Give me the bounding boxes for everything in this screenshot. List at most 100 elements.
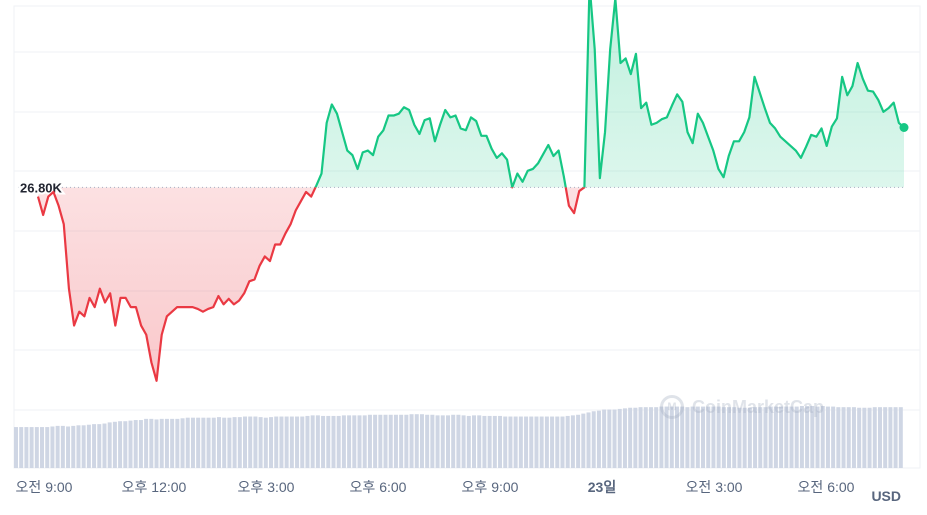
x-tick-label: 오후 6:00 (350, 479, 407, 495)
volume-bar (425, 414, 430, 468)
x-axis: 오전 9:00 오후 12:00 오후 3:00 오후 6:00 오후 9:00 23일 오… (16, 479, 855, 495)
volume-bar (763, 407, 768, 468)
volume-bar (159, 418, 164, 468)
volume-bar (362, 415, 367, 468)
volume-bar (622, 408, 627, 468)
volume-bar (872, 407, 877, 468)
volume-bar (243, 416, 248, 468)
volume-bar (170, 418, 175, 468)
volume-bar (721, 407, 726, 468)
volume-bar (269, 417, 274, 468)
volume-bar (747, 407, 752, 468)
volume-bar (534, 416, 539, 468)
volume-bar (315, 415, 320, 468)
volume-bar (669, 406, 674, 468)
volume-bar (341, 415, 346, 468)
volume-bar (633, 407, 638, 468)
volume-bar (55, 425, 60, 468)
x-tick-label: 23일 (588, 479, 616, 495)
volume-bar (107, 422, 112, 468)
reference-price-label: 26.80K (20, 180, 63, 195)
volume-bar (34, 427, 39, 468)
volume-bar (404, 414, 409, 468)
volume-bar (352, 415, 357, 468)
volume-bar (706, 406, 711, 468)
volume-bar (383, 414, 388, 468)
volume-bar (810, 406, 815, 468)
volume-bar (836, 407, 841, 468)
volume-bar (737, 407, 742, 468)
volume-bar (498, 415, 503, 468)
volume-bar (555, 416, 560, 468)
volume-bar (768, 406, 773, 468)
volume-bar (263, 417, 268, 468)
volume-bar (50, 426, 55, 468)
volume-bar (185, 417, 190, 468)
volume-bar (40, 427, 45, 468)
volume-bar (60, 425, 65, 468)
volume-bar (784, 406, 789, 468)
volume-bar (112, 421, 117, 468)
volume-bar (862, 407, 867, 468)
x-tick-label: 오후 3:00 (238, 479, 295, 495)
volume-bar (357, 415, 362, 468)
volume-bar (133, 420, 138, 468)
volume-bar (482, 415, 487, 468)
volume-bar (180, 418, 185, 468)
volume-bar (128, 420, 133, 468)
volume-bar (237, 417, 242, 468)
volume-bar (24, 427, 29, 468)
volume-bar (695, 406, 700, 468)
volume-bar (190, 417, 195, 468)
volume-bar (602, 409, 607, 468)
volume-bar (581, 413, 586, 468)
volume-bar (81, 425, 86, 468)
volume-bar (378, 414, 383, 468)
volume-bar (201, 417, 206, 468)
volume-bar (898, 407, 903, 468)
volume-bar (654, 407, 659, 468)
volume-bar (19, 427, 24, 468)
volume-bar (857, 407, 862, 468)
volume-bar (466, 415, 471, 468)
volume-bar (539, 416, 544, 468)
volume-bar (680, 406, 685, 468)
volume-bar (888, 407, 893, 468)
volume-bar (732, 407, 737, 468)
volume-bar (300, 416, 305, 468)
volume-bar (690, 406, 695, 468)
volume-bar (753, 407, 758, 468)
volume-bar (487, 415, 492, 468)
volume-bar (779, 406, 784, 468)
volume-bar (789, 406, 794, 468)
volume-bar (102, 423, 107, 468)
volume-bar (284, 416, 289, 468)
volume-bar (794, 406, 799, 468)
volume-bar (617, 408, 622, 468)
volume-bar (445, 415, 450, 468)
volume-bar (612, 409, 617, 468)
volume-bar (638, 407, 643, 468)
volume-bar (118, 421, 123, 468)
volume-bar (144, 418, 149, 468)
volume-bar (305, 415, 310, 468)
volume-bar (456, 414, 461, 468)
volume-bar (222, 417, 227, 468)
x-tick-label: 오전 3:00 (686, 479, 743, 495)
volume-bar (628, 407, 633, 468)
volume-bar (295, 416, 300, 468)
volume-bar (576, 414, 581, 468)
currency-label: USD (871, 488, 901, 504)
volume-bar (216, 417, 221, 468)
volume-bar (607, 409, 612, 468)
volume-bar (310, 415, 315, 468)
latest-price-dot[interactable] (899, 123, 909, 132)
volume-bar (451, 414, 456, 468)
volume-bar (76, 425, 81, 468)
x-tick-label: 오후 12:00 (122, 479, 187, 495)
volume-bar (336, 415, 341, 468)
volume-bar (253, 416, 258, 468)
volume-bar (883, 407, 888, 468)
volume-bar (477, 415, 482, 468)
